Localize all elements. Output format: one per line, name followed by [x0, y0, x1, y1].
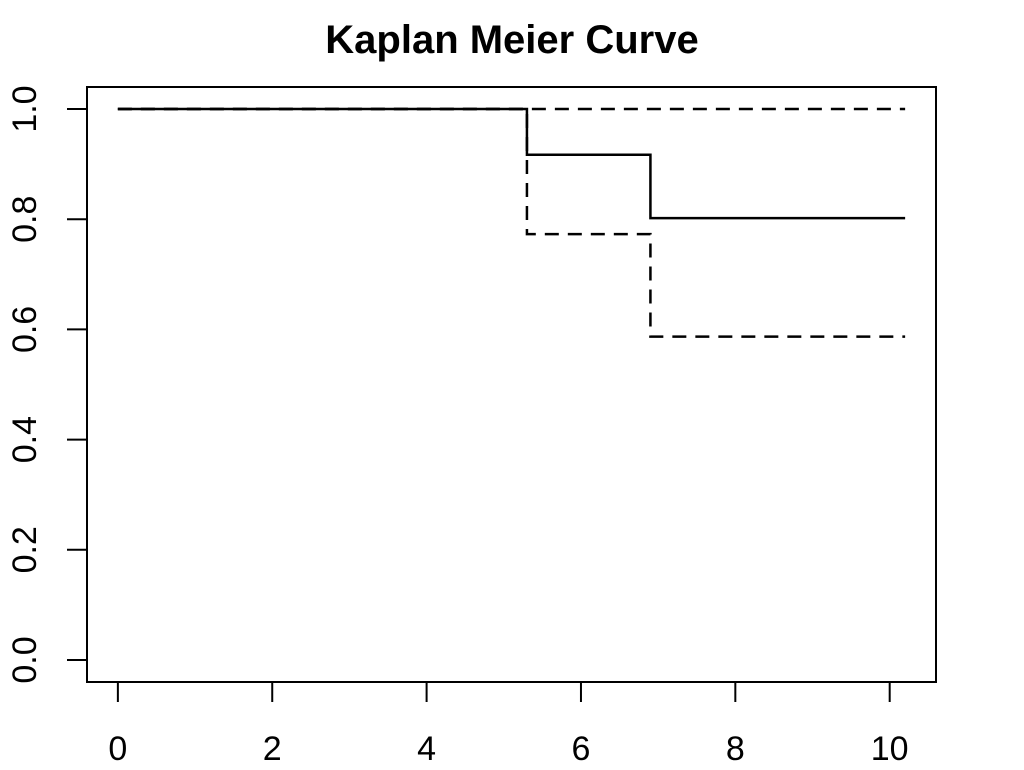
- x-tick-label: 6: [572, 730, 591, 768]
- plot-frame: [86, 86, 937, 683]
- y-tick-label: 0.0: [6, 636, 44, 683]
- x-tick-label: 0: [108, 730, 127, 768]
- survival-curve-line: [117, 107, 906, 220]
- y-axis: 0.0 0.2 0.4 0.6 0.8 1.0: [6, 85, 88, 684]
- x-axis: 0 2 4 6 8 10: [108, 681, 909, 768]
- x-tick-label: 10: [871, 730, 909, 768]
- chart-title: Kaplan Meier Curve: [325, 18, 699, 62]
- series-layer: [117, 107, 906, 338]
- y-tick-label: 0.4: [6, 416, 44, 463]
- y-tick-label: 0.8: [6, 196, 44, 243]
- y-tick-label: 0.6: [6, 306, 44, 353]
- confidence-bound-line: [117, 107, 906, 338]
- x-tick-label: 4: [417, 730, 436, 768]
- x-tick-label: 2: [263, 730, 282, 768]
- y-tick-label: 1.0: [6, 85, 44, 132]
- y-tick-label: 0.2: [6, 526, 44, 573]
- x-tick-label: 8: [726, 730, 745, 768]
